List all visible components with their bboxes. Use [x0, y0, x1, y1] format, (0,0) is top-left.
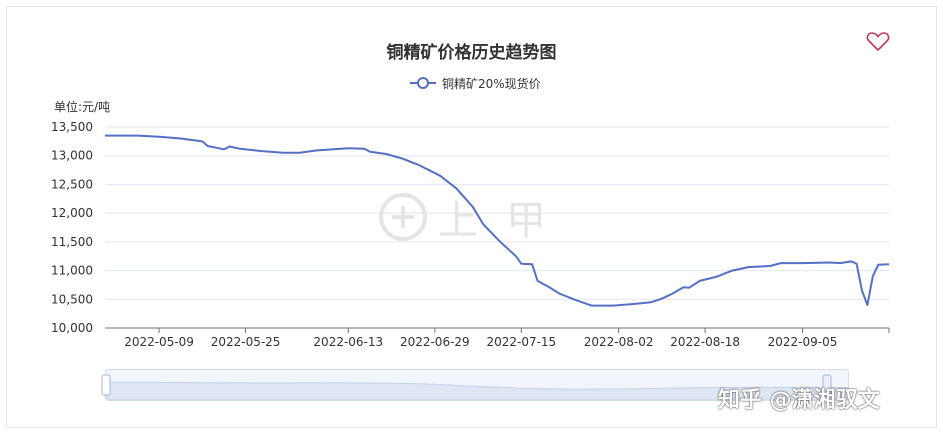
watermark: 知乎 @潇湘驭文 — [718, 388, 880, 413]
zoom-handle-left[interactable] — [99, 370, 113, 400]
background-logo: 上甲 — [378, 188, 574, 246]
background-logo-text: 上甲 — [438, 198, 574, 244]
legend-item[interactable]: 铜精矿20%现货价 — [410, 73, 541, 93]
series-line — [105, 134, 890, 307]
x-tick-label: 2022-05-25 — [211, 335, 281, 349]
x-tick-label: 2022-05-09 — [124, 335, 194, 349]
x-tick-label: 2022-08-18 — [670, 335, 740, 349]
legend-label: 铜精矿20%现货价 — [442, 76, 541, 91]
y-axis-unit-label: 单位:元/吨 — [54, 100, 111, 114]
grid-lines — [105, 126, 889, 329]
y-axis-ticks: 10,000 10,500 11,000 11,500 12,000 12,500 13,0… — [51, 120, 93, 335]
x-axis: 2022-05-09 2022-05-25 2022-06-13 2022-06-29… — [124, 328, 890, 349]
chart-title: 铜精矿价格历史趋势图 — [386, 43, 557, 63]
y-tick-label: 13,000 — [51, 149, 93, 163]
x-tick-label: 2022-07-15 — [486, 335, 556, 349]
legend-marker — [410, 77, 436, 89]
y-tick-label: 12,000 — [51, 206, 93, 220]
y-tick-label: 11,000 — [51, 264, 93, 278]
chart-frame — [6, 6, 937, 428]
zoom-preview — [106, 381, 848, 400]
x-tick-label: 2022-09-05 — [768, 335, 838, 349]
x-tick-label: 2022-08-02 — [584, 335, 654, 349]
zoom-slider[interactable] — [101, 369, 849, 401]
heart-icon[interactable] — [866, 30, 890, 52]
zoom-handle-right[interactable] — [820, 370, 834, 400]
y-tick-label: 13,500 — [51, 120, 93, 134]
x-tick-label: 2022-06-29 — [400, 335, 470, 349]
y-tick-label: 11,500 — [51, 235, 93, 249]
y-tick-label: 10,000 — [51, 321, 93, 335]
y-tick-label: 10,500 — [51, 292, 93, 306]
x-tick-label: 2022-06-13 — [313, 335, 383, 349]
y-tick-label: 12,500 — [51, 177, 93, 191]
